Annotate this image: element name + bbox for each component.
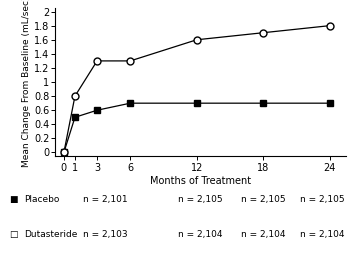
Text: Dutasteride: Dutasteride <box>24 229 77 239</box>
Text: □: □ <box>9 229 17 239</box>
Text: n = 2,105: n = 2,105 <box>178 194 222 204</box>
Text: n = 2,104: n = 2,104 <box>241 229 286 239</box>
Text: ■: ■ <box>9 194 17 204</box>
X-axis label: Months of Treatment: Months of Treatment <box>150 176 251 186</box>
Text: n = 2,104: n = 2,104 <box>300 229 344 239</box>
Text: n = 2,105: n = 2,105 <box>300 194 345 204</box>
Y-axis label: Mean Change From Baseline (mL/sec): Mean Change From Baseline (mL/sec) <box>22 0 31 167</box>
Text: n = 2,105: n = 2,105 <box>241 194 286 204</box>
Text: n = 2,103: n = 2,103 <box>83 229 128 239</box>
Text: Placebo: Placebo <box>24 194 60 204</box>
Text: n = 2,104: n = 2,104 <box>178 229 222 239</box>
Text: n = 2,101: n = 2,101 <box>83 194 128 204</box>
